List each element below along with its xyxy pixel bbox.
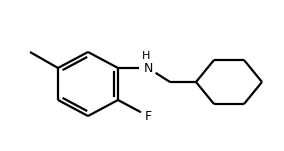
- Text: N: N: [143, 61, 153, 74]
- Text: F: F: [145, 109, 152, 122]
- Text: H: H: [142, 51, 150, 61]
